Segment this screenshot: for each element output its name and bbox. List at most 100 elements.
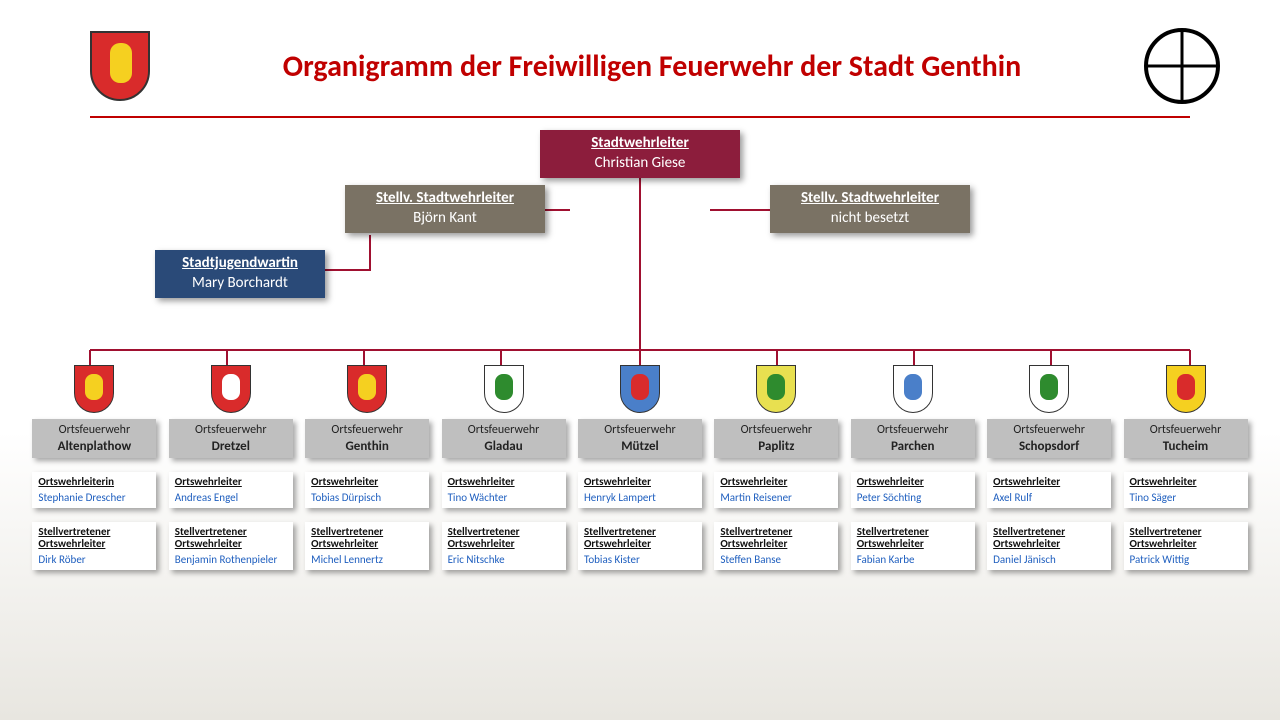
stadtjugendwartin-box: Stadtjugendwartin Mary Borchardt bbox=[155, 250, 325, 298]
person-name: Axel Rulf bbox=[993, 491, 1105, 504]
unit-column: Ortsfeuerwehr Paplitz Ortswehrleiter Martin… bbox=[714, 365, 838, 570]
ortswehrleiter-card: Ortswehrleiterin Stephanie Drescher bbox=[32, 472, 156, 508]
unit-header: Ortsfeuerwehr Altenplathow bbox=[32, 419, 156, 458]
unit-name: Gladau bbox=[444, 439, 564, 454]
unit-crest-icon bbox=[347, 365, 387, 413]
unit-header: OrtsfeuerwehrDretzel bbox=[169, 419, 293, 458]
ortswehrleiter-card: OrtswehrleiterPeter Söchting bbox=[851, 472, 975, 508]
unit-label: Ortsfeuerwehr bbox=[34, 423, 154, 437]
stellv-ortswehrleiter-card: Stellvertretener OrtswehrleiterFabian Ka… bbox=[851, 522, 975, 570]
city-crest-icon bbox=[90, 31, 150, 101]
person-name: Mary Borchardt bbox=[155, 272, 325, 298]
role-label: Ortswehrleiter bbox=[993, 476, 1105, 489]
person-name: Christian Giese bbox=[540, 152, 740, 178]
stellv-stadtwehrleiter-2-box: Stellv. Stadtwehrleiter nicht besetzt bbox=[770, 185, 970, 233]
role-label: Ortswehrleiter bbox=[1130, 476, 1242, 489]
unit-crest-icon bbox=[1166, 365, 1206, 413]
header: Organigramm der Freiwilligen Feuerwehr d… bbox=[0, 0, 1280, 112]
unit-header: Ortsfeuerwehr Parchen bbox=[851, 419, 975, 458]
person-name: Tino Säger bbox=[1130, 491, 1242, 504]
role-label: Ortswehrleiter bbox=[175, 476, 287, 489]
person-name: Tino Wächter bbox=[448, 491, 560, 504]
stellv-ortswehrleiter-card: Stellvertretener Ortswehrleiter Michel Le… bbox=[305, 522, 429, 570]
unit-label: Ortsfeuerwehr bbox=[444, 423, 564, 437]
ortswehrleiter-card: Ortswehrleiter Tino Säger bbox=[1124, 472, 1248, 508]
role-label: Stadtwehrleiter bbox=[540, 130, 740, 152]
unit-header: OrtsfeuerwehrTucheim bbox=[1124, 419, 1248, 458]
unit-name: Schopsdorf bbox=[989, 439, 1109, 454]
role-label: Stellvertretener Ortswehrleiter bbox=[993, 526, 1105, 551]
unit-crest-icon bbox=[893, 365, 933, 413]
role-label: Stadtjugendwartin bbox=[155, 250, 325, 272]
unit-label: Ortsfeuerwehr bbox=[989, 423, 1109, 437]
unit-header: OrtsfeuerwehrGenthin bbox=[305, 419, 429, 458]
person-name: Andreas Engel bbox=[175, 491, 287, 504]
person-name: Eric Nitschke bbox=[448, 553, 560, 566]
person-name: Dirk Röber bbox=[38, 553, 150, 566]
unit-name: Tucheim bbox=[1126, 439, 1246, 454]
unit-column: OrtsfeuerwehrMützel OrtswehrleiterHenryk … bbox=[578, 365, 702, 570]
unit-name: Mützel bbox=[580, 439, 700, 454]
person-name: Michel Lennertz bbox=[311, 553, 423, 566]
unit-columns: Ortsfeuerwehr Altenplathow Ortswehrleiteri… bbox=[0, 365, 1280, 570]
unit-header: Ortsfeuerwehr Gladau bbox=[442, 419, 566, 458]
stellv-ortswehrleiter-card: Stellvertretener Ortswehrleiter Steffen B… bbox=[714, 522, 838, 570]
person-name: Patrick Wittig bbox=[1130, 553, 1242, 566]
unit-label: Ortsfeuerwehr bbox=[716, 423, 836, 437]
unit-column: OrtsfeuerwehrGenthin OrtswehrleiterTobias… bbox=[305, 365, 429, 570]
person-name: Martin Reisener bbox=[720, 491, 832, 504]
unit-column: Ortsfeuerwehr Gladau Ortswehrleiter Tino Wä… bbox=[442, 365, 566, 570]
role-label: Stellv. Stadtwehrleiter bbox=[770, 185, 970, 207]
ortswehrleiter-card: OrtswehrleiterTobias Dürpisch bbox=[305, 472, 429, 508]
unit-header: OrtsfeuerwehrMützel bbox=[578, 419, 702, 458]
unit-crest-icon bbox=[1029, 365, 1069, 413]
unit-header: Ortsfeuerwehr Paplitz bbox=[714, 419, 838, 458]
person-name: Peter Söchting bbox=[857, 491, 969, 504]
unit-column: OrtsfeuerwehrDretzel Ortswehrleiter Andrea… bbox=[169, 365, 293, 570]
role-label: Stellvertretener Ortswehrleiter bbox=[720, 526, 832, 551]
role-label: Stellvertretener Ortswehrleiter bbox=[175, 526, 287, 551]
role-label: Stellvertretener Ortswehrleiter bbox=[311, 526, 423, 551]
role-label: Ortswehrleiter bbox=[584, 476, 696, 489]
role-label: Ortswehrleiter bbox=[720, 476, 832, 489]
stellv-ortswehrleiter-card: Stellvertretener OrtswehrleiterDaniel Jä… bbox=[987, 522, 1111, 570]
stadtwehrleiter-box: Stadtwehrleiter Christian Giese bbox=[540, 130, 740, 178]
unit-crest-icon bbox=[756, 365, 796, 413]
person-name: nicht besetzt bbox=[770, 207, 970, 233]
person-name: Benjamin Rothenpieler bbox=[175, 553, 287, 566]
unit-name: Paplitz bbox=[716, 439, 836, 454]
person-name: Björn Kant bbox=[345, 207, 545, 233]
fire-brigade-logo-icon bbox=[1144, 28, 1220, 104]
unit-column: Ortsfeuerwehr Altenplathow Ortswehrleiteri… bbox=[32, 365, 156, 570]
ortswehrleiter-card: OrtswehrleiterHenryk Lampert bbox=[578, 472, 702, 508]
role-label: Stellvertretener Ortswehrleiter bbox=[38, 526, 150, 551]
person-name: Tobias Dürpisch bbox=[311, 491, 423, 504]
stellv-ortswehrleiter-card: Stellvertretener Ortswehrleiter Tobias Ki… bbox=[578, 522, 702, 570]
unit-name: Genthin bbox=[307, 439, 427, 454]
unit-label: Ortsfeuerwehr bbox=[853, 423, 973, 437]
unit-crest-icon bbox=[620, 365, 660, 413]
unit-column: OrtsfeuerwehrTucheim Ortswehrleiter Tino S… bbox=[1124, 365, 1248, 570]
role-label: Stellvertretener Ortswehrleiter bbox=[584, 526, 696, 551]
ortswehrleiter-card: Ortswehrleiter Andreas Engel bbox=[169, 472, 293, 508]
unit-name: Dretzel bbox=[171, 439, 291, 454]
unit-name: Altenplathow bbox=[34, 439, 154, 454]
unit-column: Ortsfeuerwehr Schopsdorf Ortswehrleiter Axe… bbox=[987, 365, 1111, 570]
role-label: Stellvertretener Ortswehrleiter bbox=[1130, 526, 1242, 551]
stellv-ortswehrleiter-card: Stellvertretener Ortswehrleiter Patrick W… bbox=[1124, 522, 1248, 570]
unit-name: Parchen bbox=[853, 439, 973, 454]
person-name: Tobias Kister bbox=[584, 553, 696, 566]
ortswehrleiter-card: Ortswehrleiter Axel Rulf bbox=[987, 472, 1111, 508]
person-name: Steffen Banse bbox=[720, 553, 832, 566]
unit-header: Ortsfeuerwehr Schopsdorf bbox=[987, 419, 1111, 458]
stellv-stadtwehrleiter-1-box: Stellv. Stadtwehrleiter Björn Kant bbox=[345, 185, 545, 233]
unit-crest-icon bbox=[484, 365, 524, 413]
person-name: Stephanie Drescher bbox=[38, 491, 150, 504]
role-label: Stellvertretener Ortswehrleiter bbox=[857, 526, 969, 551]
ortswehrleiter-card: Ortswehrleiter Tino Wächter bbox=[442, 472, 566, 508]
ortswehrleiter-card: Ortswehrleiter Martin Reisener bbox=[714, 472, 838, 508]
header-divider bbox=[90, 116, 1190, 118]
role-label: Ortswehrleiter bbox=[448, 476, 560, 489]
page-title: Organigramm der Freiwilligen Feuerwehr d… bbox=[180, 48, 1124, 85]
role-label: Ortswehrleiterin bbox=[38, 476, 150, 489]
